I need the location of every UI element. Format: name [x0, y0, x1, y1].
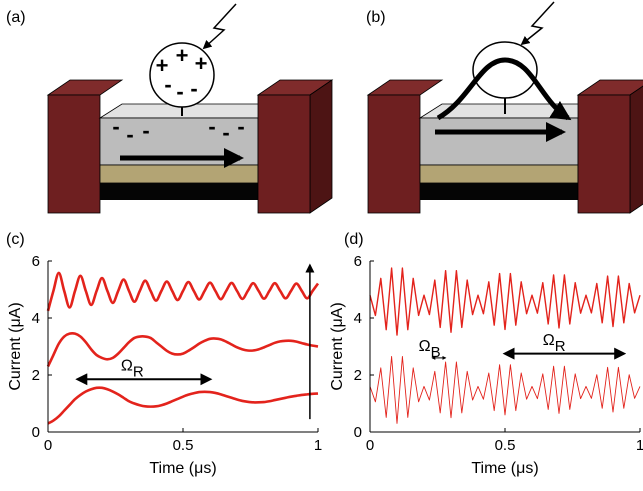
data-line	[48, 388, 318, 424]
negative-charge: -	[164, 72, 171, 97]
x-tick-label: 0	[366, 437, 374, 454]
annotation-symbol: Ω	[121, 358, 133, 375]
x-tick-label: 1	[636, 437, 643, 454]
y-tick-label: 6	[354, 253, 362, 270]
data-line	[48, 273, 318, 311]
x-tick-label: 0	[44, 437, 52, 454]
page: (a)(b)(c)(d)+++---------024600.51Time (μ…	[0, 0, 643, 491]
diagram-b	[368, 2, 643, 213]
diagram-a	[48, 4, 332, 213]
data-line	[48, 333, 318, 366]
y-tick-label: 4	[354, 310, 362, 327]
panel-label: (a)	[6, 9, 26, 26]
negative-charge: -	[208, 114, 215, 139]
figure: (a)(b)(c)(d)+++---------024600.51Time (μ…	[0, 0, 643, 491]
negative-charge: -	[142, 118, 149, 143]
y-axis-label: Current (μA)	[7, 302, 24, 390]
data-line	[370, 268, 640, 335]
annotation-subscript: B	[431, 344, 441, 361]
y-tick-label: 6	[32, 253, 40, 270]
annotation-symbol: Ω	[419, 338, 431, 355]
panel-label: (b)	[366, 9, 386, 26]
annotation: ΩR	[543, 332, 566, 355]
positive-charge: +	[176, 43, 189, 68]
positive-charge: +	[195, 51, 208, 76]
negative-charge: -	[237, 114, 244, 139]
panel-label: (c)	[6, 231, 25, 248]
panel-label: (d)	[344, 231, 364, 248]
negative-charge: -	[112, 114, 119, 139]
annotation: ΩB	[419, 338, 441, 361]
y-tick-label: 0	[354, 424, 362, 441]
x-tick-label: 0.5	[173, 437, 194, 454]
annotation-subscript: R	[555, 338, 566, 355]
x-axis-label: Time (μs)	[471, 460, 538, 477]
annotation-symbol: Ω	[543, 332, 555, 349]
negative-charge: -	[126, 122, 133, 147]
x-tick-label: 1	[314, 437, 322, 454]
annotation-subscript: R	[133, 364, 144, 381]
y-tick-label: 2	[32, 367, 40, 384]
y-tick-label: 0	[32, 424, 40, 441]
y-axis-label: Current (μA)	[329, 302, 346, 390]
x-tick-label: 0.5	[495, 437, 516, 454]
y-tick-label: 2	[354, 367, 362, 384]
negative-charge: -	[222, 120, 229, 145]
annotation: ΩR	[121, 358, 144, 381]
x-axis-label: Time (μs)	[149, 460, 216, 477]
negative-charge: -	[190, 76, 197, 101]
y-tick-label: 4	[32, 310, 40, 327]
negative-charge: -	[176, 79, 183, 104]
data-line	[370, 356, 640, 423]
